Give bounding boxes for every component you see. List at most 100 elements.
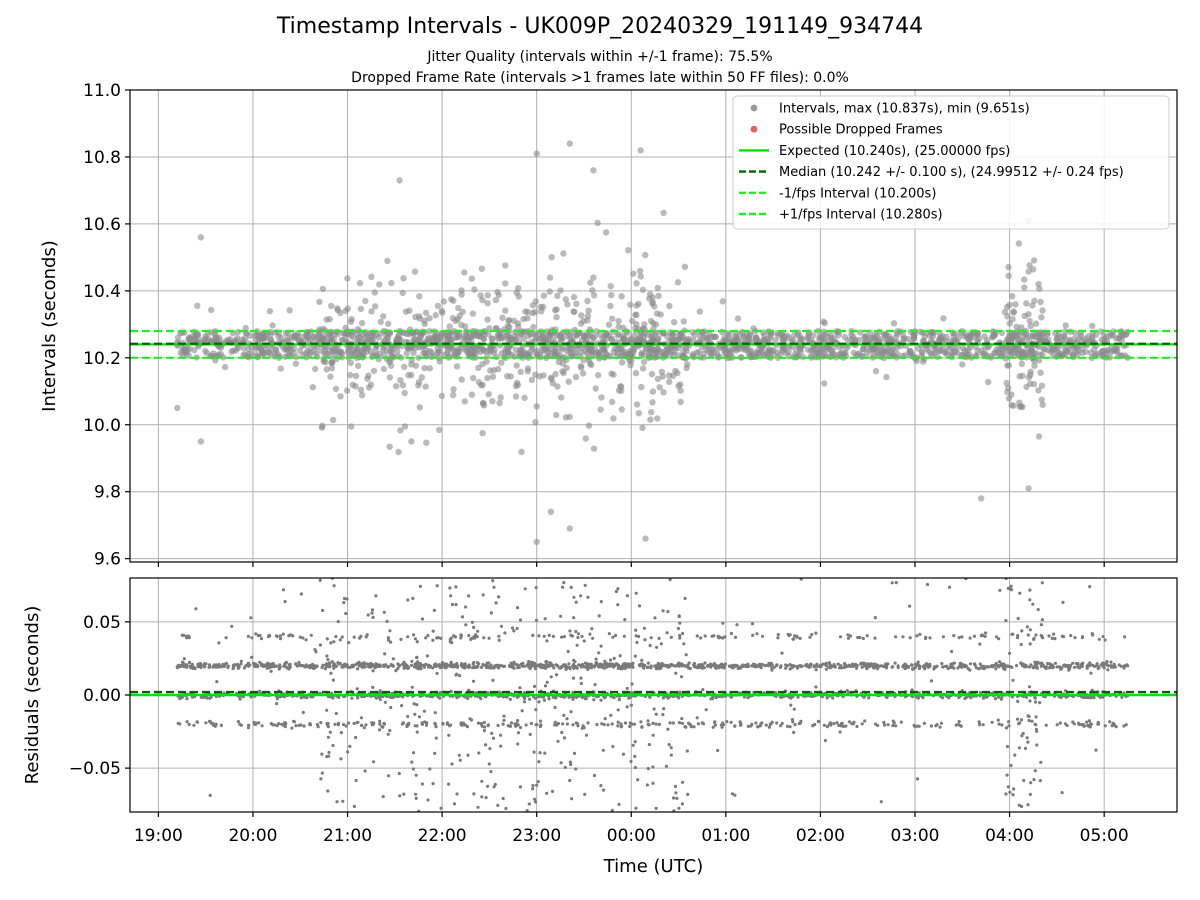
residual-point [574, 767, 578, 771]
residual-point [994, 667, 998, 671]
residual-point [518, 618, 523, 622]
residual-point [997, 637, 1001, 641]
residual-point [1060, 634, 1064, 638]
residual-point [1122, 666, 1126, 670]
interval-point [472, 354, 479, 361]
interval-point [744, 336, 751, 343]
interval-point [758, 346, 765, 354]
residual-point [553, 720, 557, 724]
residual-point [1039, 623, 1043, 627]
interval-point [724, 330, 731, 337]
residual-point [386, 774, 391, 778]
residual-point [1016, 699, 1020, 704]
residual-point [1027, 685, 1032, 689]
residual-point [254, 662, 258, 666]
residual-point [956, 666, 960, 670]
residual-point [940, 661, 944, 666]
interval-point [277, 365, 284, 372]
residual-point [211, 665, 215, 669]
residual-point [211, 722, 215, 726]
interval-point [577, 349, 585, 356]
interval-point [618, 293, 625, 300]
residual-point [481, 662, 485, 667]
interval-point [468, 275, 475, 282]
residual-point [407, 721, 411, 726]
interval-point [1036, 337, 1044, 345]
interval-point [532, 298, 539, 305]
residual-point [723, 662, 728, 666]
residual-point [354, 778, 358, 783]
residual-point [1065, 664, 1069, 668]
interval-point [316, 298, 323, 306]
interval-point [360, 349, 367, 357]
residual-point [363, 769, 367, 773]
residual-point [623, 618, 627, 622]
residual-point [428, 665, 432, 669]
residual-point [482, 725, 487, 729]
residual-point [476, 665, 480, 669]
residual-point [1068, 666, 1072, 670]
residual-point [341, 799, 345, 803]
interval-point [708, 346, 716, 353]
residual-point [599, 698, 603, 702]
residual-point [603, 696, 607, 700]
residual-point [863, 719, 867, 723]
interval-point [440, 298, 448, 305]
residual-point [283, 721, 287, 726]
interval-point [665, 372, 673, 379]
interval-point [524, 351, 531, 358]
interval-point [822, 330, 829, 338]
residual-point [999, 697, 1003, 701]
residual-point [686, 664, 690, 668]
residual-point [825, 696, 829, 700]
residual-point [1079, 662, 1083, 666]
residual-point [390, 663, 394, 667]
residual-point [301, 636, 305, 640]
interval-point [408, 438, 415, 445]
interval-point [752, 349, 760, 357]
residual-point [966, 667, 970, 671]
interval-point [532, 334, 540, 341]
interval-point [654, 415, 661, 422]
residual-point [977, 720, 981, 724]
interval-point [455, 304, 462, 312]
interval-point [347, 359, 354, 367]
residual-point [371, 615, 375, 620]
residual-point [499, 624, 504, 628]
interval-point [459, 308, 466, 315]
residual-point [1025, 625, 1029, 629]
interval-point [1009, 334, 1016, 342]
residual-point [1028, 699, 1032, 703]
interval-point [696, 308, 703, 315]
interval-point [649, 388, 657, 395]
interval-point [546, 274, 554, 281]
interval-point [654, 375, 662, 383]
residual-point [298, 635, 302, 639]
residual-point [1013, 753, 1017, 757]
residual-point [366, 613, 370, 617]
residual-point [567, 662, 571, 666]
residual-point [215, 664, 219, 668]
interval-point [290, 345, 298, 352]
interval-point [358, 319, 366, 327]
interval-point [487, 346, 494, 353]
interval-point [967, 344, 974, 351]
residual-point [642, 626, 647, 630]
residual-point [208, 696, 212, 700]
residual-point [583, 665, 587, 669]
residual-point [204, 721, 208, 725]
residual-point [827, 665, 831, 669]
residual-point [908, 636, 912, 640]
residual-point [909, 663, 914, 667]
interval-point [488, 335, 495, 342]
interval-point [671, 319, 678, 326]
residual-point [846, 633, 850, 637]
interval-point [450, 391, 457, 399]
residual-point [665, 631, 669, 635]
interval-point [386, 443, 393, 450]
interval-point [570, 293, 578, 301]
residual-point [419, 667, 423, 671]
residual-point [560, 730, 564, 735]
residual-point [603, 659, 607, 664]
residual-point [575, 666, 579, 670]
